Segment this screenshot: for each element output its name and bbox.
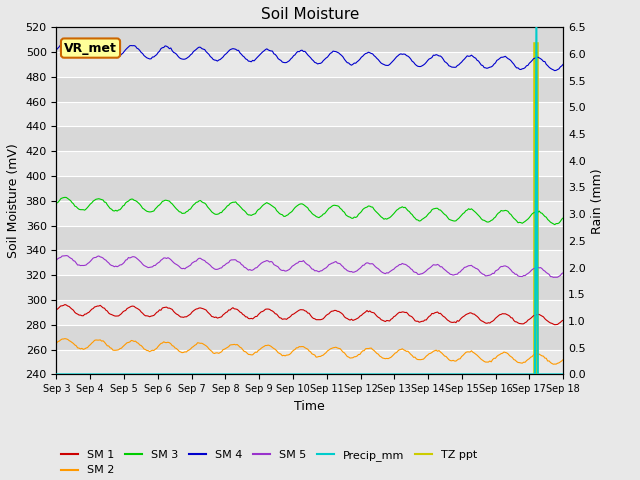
Text: VR_met: VR_met [64, 42, 117, 55]
Legend: SM 1, SM 2, SM 3, SM 4, SM 5, Precip_mm, TZ ppt: SM 1, SM 2, SM 3, SM 4, SM 5, Precip_mm,… [57, 445, 482, 480]
Bar [56, 151, 563, 176]
Y-axis label: Soil Moisture (mV): Soil Moisture (mV) [7, 144, 20, 258]
Bar [56, 251, 563, 275]
Bar [56, 300, 563, 325]
Title: Soil Moisture: Soil Moisture [260, 7, 359, 22]
Bar [56, 52, 563, 77]
Bar [56, 201, 563, 226]
Bar [56, 102, 563, 126]
Y-axis label: Rain (mm): Rain (mm) [591, 168, 604, 234]
X-axis label: Time: Time [294, 400, 325, 413]
Bar [56, 349, 563, 374]
